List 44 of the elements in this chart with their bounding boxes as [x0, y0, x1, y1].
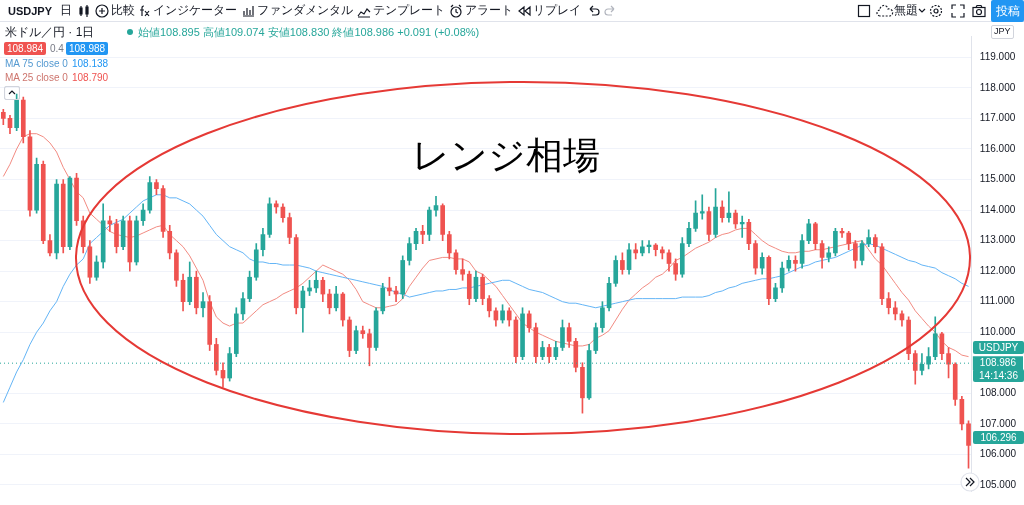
chart-title: 米ドル／円 · 1日: [5, 24, 95, 41]
y-tick-label: 110.000: [979, 325, 1016, 337]
y-tick-label: 116.000: [979, 142, 1016, 154]
candlestick: [633, 243, 639, 260]
annotation: 108.790: [72, 72, 109, 83]
text: MA 75 close 0: [5, 58, 68, 69]
candlestick: [107, 215, 113, 232]
text: ファンダメンタル: [257, 3, 353, 18]
y-tick-label: 107.000: [979, 417, 1017, 429]
y-tick-label: 119.000: [979, 51, 1016, 63]
text: テンプレート: [373, 3, 445, 18]
y-tick-label: 117.000: [979, 112, 1016, 124]
annotation: レンジ相場: [412, 135, 600, 177]
annotation: 108.984: [4, 42, 47, 55]
ref-line-label: 108.986: [979, 356, 1017, 368]
y-tick-label: 118.000: [979, 81, 1016, 93]
y-tick-label: 113.000: [979, 234, 1016, 246]
candlestick: [699, 194, 705, 220]
text: 106.296: [973, 431, 1024, 444]
text: MA 25 close 0: [5, 72, 68, 83]
y-tick-label: 112.000: [979, 264, 1016, 276]
text: USDJPY: [973, 341, 1024, 354]
text: USDJPY: [8, 5, 53, 18]
candlestick: [739, 215, 745, 238]
annotation: 108.138: [72, 58, 109, 69]
text: アラート: [465, 3, 513, 18]
y-tick-label: 106.000: [979, 448, 1017, 460]
candlestick: [420, 225, 426, 244]
annotation: 0.4: [50, 43, 64, 54]
y-tick-label: 111.000: [979, 295, 1015, 307]
annotation: 108.988: [66, 42, 109, 55]
text: 投稿: [991, 0, 1024, 22]
text: リプレイ: [533, 3, 581, 18]
text: 日: [60, 3, 72, 18]
text: インジケーター: [153, 3, 237, 18]
y-tick-label: 114.000: [979, 203, 1016, 215]
text: JPY: [991, 25, 1014, 39]
y-tick-label: 108.000: [979, 387, 1017, 399]
text: 比較: [111, 3, 135, 18]
text: 14:14:36: [973, 369, 1024, 382]
text: 無題: [894, 3, 918, 18]
y-tick-label: 115.000: [979, 173, 1016, 185]
chart-subtitle: 始値108.895 高値109.074 安値108.830 終値108.986 +0.091 (+0.08%): [138, 25, 480, 40]
y-tick-label: 105.000: [979, 478, 1017, 490]
